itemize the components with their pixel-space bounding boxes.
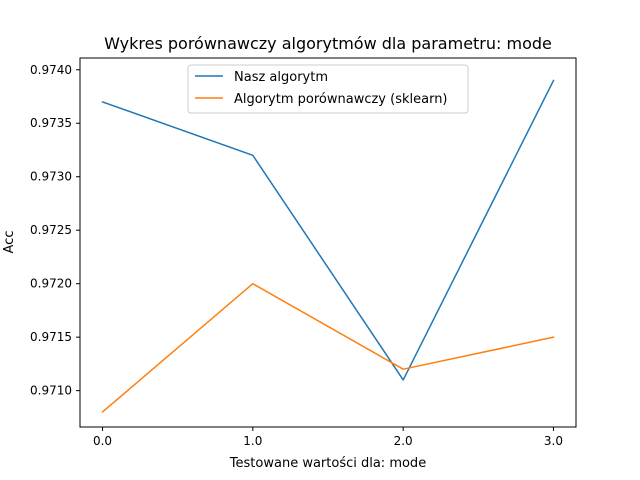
y-tick-label: 0.9715: [30, 330, 72, 344]
series-line-1: [101, 79, 555, 381]
y-tick-label: 0.9730: [30, 170, 72, 184]
y-tick-label: 0.9720: [30, 277, 72, 291]
y-tick-label: 0.9710: [30, 384, 72, 398]
y-tick-label: 0.9725: [30, 223, 72, 237]
x-axis: 0.0 1.0 2.0 3.0: [93, 427, 563, 448]
legend-label-2: Algorytm porównawczy (sklearn): [234, 92, 448, 107]
y-tick-label: 0.9735: [30, 116, 72, 130]
plot-lines: [101, 79, 555, 414]
y-axis: 0.9710 0.9715 0.9720 0.9725 0.9730 0.9735 0.97…: [30, 63, 80, 398]
chart-title: Wykres porównawczy algorytmów dla parame…: [104, 34, 552, 53]
x-tick-label: 3.0: [544, 434, 563, 448]
x-tick-label: 0.0: [93, 434, 112, 448]
x-axis-label: Testowane wartości dla: mode: [229, 456, 426, 471]
y-axis-label: Acc: [2, 231, 17, 254]
series-line-2: [101, 282, 555, 414]
legend: Nasz algorytm Algorytm porównawczy (sklea…: [187, 64, 469, 114]
x-tick-label: 1.0: [243, 434, 262, 448]
legend-label-1: Nasz algorytm: [234, 70, 328, 85]
plot-frame: [79, 57, 577, 428]
legend-box: [187, 64, 469, 114]
y-tick-label: 0.9740: [30, 63, 72, 77]
x-tick-label: 2.0: [394, 434, 413, 448]
